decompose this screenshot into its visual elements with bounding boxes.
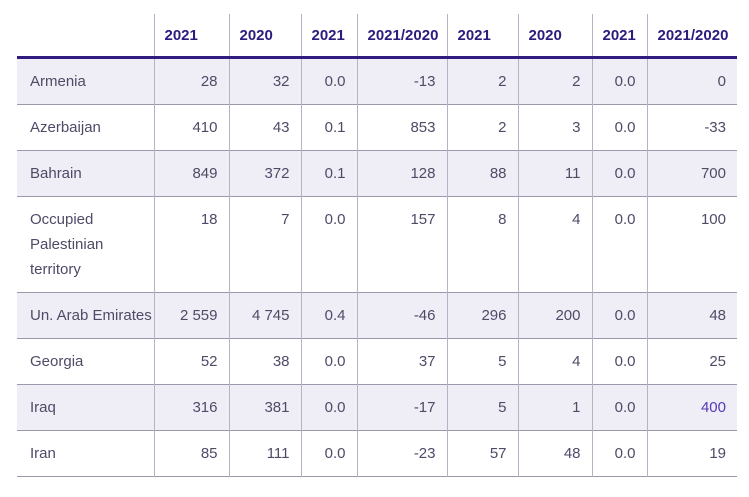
value-cell: 18 — [153, 196, 229, 293]
value-cell: 0.0 — [300, 338, 357, 385]
value-cell: 48 — [646, 292, 737, 339]
value-cell: 43 — [228, 104, 301, 151]
value-cell: 0.1 — [300, 104, 357, 151]
value-cell: 25 — [646, 338, 737, 385]
table-row-iran: Iran 85 111 0.0 -23 57 48 0.0 19 — [17, 430, 737, 477]
value-cell: 0 — [646, 57, 737, 105]
value-cell: 700 — [646, 150, 737, 197]
value-cell: 316 — [153, 384, 229, 431]
value-cell: 4 — [517, 338, 592, 385]
value-cell: 52 — [153, 338, 229, 385]
value-cell: 849 — [153, 150, 229, 197]
value-cell: -17 — [356, 384, 447, 431]
table-row-iraq: Iraq 316 381 0.0 -17 5 1 0.0 400 — [17, 384, 737, 431]
value-cell: 32 — [228, 57, 301, 105]
value-cell: 200 — [517, 292, 592, 339]
value-cell: 0.0 — [591, 196, 647, 293]
col-header-2021-d: 2021 — [591, 14, 647, 59]
value-cell: 128 — [356, 150, 447, 197]
col-header-2021-b: 2021 — [300, 14, 357, 59]
value-cell: 57 — [446, 430, 518, 477]
value-cell: 7 — [228, 196, 301, 293]
col-header-2021-2020-b: 2021/2020 — [646, 14, 737, 59]
value-cell-highlighted: 400 — [646, 384, 737, 431]
value-cell: 0.0 — [300, 384, 357, 431]
table-row-georgia: Georgia 52 38 0.0 37 5 4 0.0 25 — [17, 338, 737, 385]
value-cell: 2 — [517, 57, 592, 105]
header-row: 2021 2020 2021 2021/2020 2021 2020 2021 … — [17, 14, 737, 59]
value-cell: 157 — [356, 196, 447, 293]
table-row-un-arab-emirates: Un. Arab Emirates 2 559 4 745 0.4 -46 29… — [17, 292, 737, 339]
col-header-2020-a: 2020 — [228, 14, 301, 59]
value-cell: 4 — [517, 196, 592, 293]
value-cell: 0.1 — [300, 150, 357, 197]
value-cell: 2 — [446, 104, 518, 151]
value-cell: 28 — [153, 57, 229, 105]
value-cell: -46 — [356, 292, 447, 339]
value-cell: 410 — [153, 104, 229, 151]
value-cell: 19 — [646, 430, 737, 477]
value-cell: 85 — [153, 430, 229, 477]
country-cell: Azerbaijan — [30, 119, 101, 136]
value-cell: 111 — [228, 430, 301, 477]
value-cell: 853 — [356, 104, 447, 151]
value-cell: 5 — [446, 384, 518, 431]
value-cell: -33 — [646, 104, 737, 151]
value-cell: 11 — [517, 150, 592, 197]
value-cell: 0.0 — [591, 338, 647, 385]
country-statistics-table: 2021 2020 2021 2021/2020 2021 2020 2021 … — [17, 14, 737, 477]
value-cell: 37 — [356, 338, 447, 385]
value-cell: 48 — [517, 430, 592, 477]
col-header-2020-b: 2020 — [517, 14, 592, 59]
value-cell: 1 — [517, 384, 592, 431]
table-row-armenia: Armenia 28 32 0.0 -13 2 2 0.0 0 — [17, 57, 737, 105]
value-cell: 381 — [228, 384, 301, 431]
table-row-azerbaijan: Azerbaijan 410 43 0.1 853 2 3 0.0 -33 — [17, 104, 737, 151]
country-cell: Iran — [30, 445, 56, 462]
col-header-country — [17, 14, 154, 59]
value-cell: 0.0 — [591, 104, 647, 151]
value-cell: -13 — [356, 57, 447, 105]
value-cell: -23 — [356, 430, 447, 477]
statistics-table-container: 2021 2020 2021 2021/2020 2021 2020 2021 … — [17, 14, 737, 477]
value-cell: 38 — [228, 338, 301, 385]
country-cell: Un. Arab Emirates — [30, 307, 152, 324]
value-cell: 372 — [228, 150, 301, 197]
value-cell: 2 559 — [153, 292, 229, 339]
value-cell: 0.0 — [591, 384, 647, 431]
col-header-2021-c: 2021 — [446, 14, 518, 59]
value-cell: 0.0 — [591, 150, 647, 197]
value-cell: 2 — [446, 57, 518, 105]
value-cell: 88 — [446, 150, 518, 197]
col-header-2021-2020-a: 2021/2020 — [356, 14, 447, 59]
value-cell: 0.0 — [591, 292, 647, 339]
table-row-occupied-palestinian-territory: Occupied Palestinian territory 18 7 0.0 … — [17, 196, 737, 293]
value-cell: 0.0 — [591, 57, 647, 105]
country-cell: Georgia — [30, 353, 84, 370]
value-cell: 8 — [446, 196, 518, 293]
value-cell: 0.0 — [300, 57, 357, 105]
country-cell: Bahrain — [30, 165, 82, 182]
value-cell: 4 745 — [228, 292, 301, 339]
country-cell: Iraq — [30, 399, 56, 416]
country-cell: Occupied Palestinian territory — [30, 211, 104, 278]
country-cell: Armenia — [30, 73, 86, 90]
value-cell: 5 — [446, 338, 518, 385]
table-row-bahrain: Bahrain 849 372 0.1 128 88 11 0.0 700 — [17, 150, 737, 197]
value-cell: 0.4 — [300, 292, 357, 339]
value-cell: 296 — [446, 292, 518, 339]
value-cell: 0.0 — [300, 430, 357, 477]
value-cell: 0.0 — [300, 196, 357, 293]
value-cell: 0.0 — [591, 430, 647, 477]
value-cell: 100 — [646, 196, 737, 293]
value-cell: 3 — [517, 104, 592, 151]
col-header-2021-a: 2021 — [153, 14, 229, 59]
